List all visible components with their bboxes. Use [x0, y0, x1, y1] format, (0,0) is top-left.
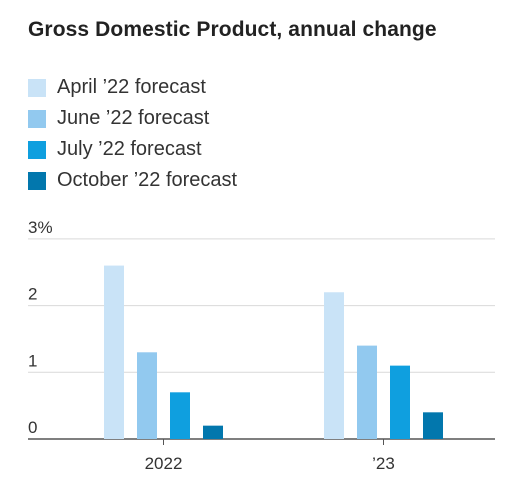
- legend-swatch-june: [28, 109, 46, 128]
- legend-swatch-october: [28, 171, 46, 190]
- legend-item-july: July ’22 forecast: [28, 134, 237, 165]
- bar-series-0-category-1: [324, 292, 344, 439]
- legend-label-october: October ’22 forecast: [57, 169, 238, 191]
- x-tick-label: ’23: [372, 454, 395, 473]
- y-tick-label: 2: [28, 285, 37, 304]
- legend: April ’22 forecast June ’22 forecast Jul…: [28, 72, 237, 196]
- legend-item-april: April ’22 forecast: [28, 72, 237, 103]
- legend-item-october: October ’22 forecast: [28, 165, 237, 196]
- legend-swatch-april: [28, 78, 46, 97]
- legend-label-july: July ’22 forecast: [57, 138, 202, 160]
- bar-series-1-category-1: [357, 345, 377, 439]
- x-tick-label: 2022: [145, 454, 183, 473]
- bar-series-3-category-1: [423, 412, 443, 439]
- legend-label-june: June ’22 forecast: [57, 107, 210, 129]
- bar-series-0-category-0: [104, 265, 124, 439]
- legend-item-june: June ’22 forecast: [28, 103, 237, 134]
- y-tick-label: 1: [28, 351, 37, 370]
- legend-label-april: April ’22 forecast: [57, 76, 206, 98]
- chart-title: Gross Domestic Product, annual change: [28, 18, 437, 41]
- bar-series-2-category-1: [390, 365, 410, 439]
- y-tick-label: 0: [28, 418, 37, 437]
- y-tick-label: 3%: [28, 218, 53, 237]
- bar-series-3-category-0: [203, 425, 223, 439]
- bar-series-2-category-0: [170, 392, 190, 439]
- bar-series-1-category-0: [137, 352, 157, 439]
- legend-swatch-july: [28, 140, 46, 159]
